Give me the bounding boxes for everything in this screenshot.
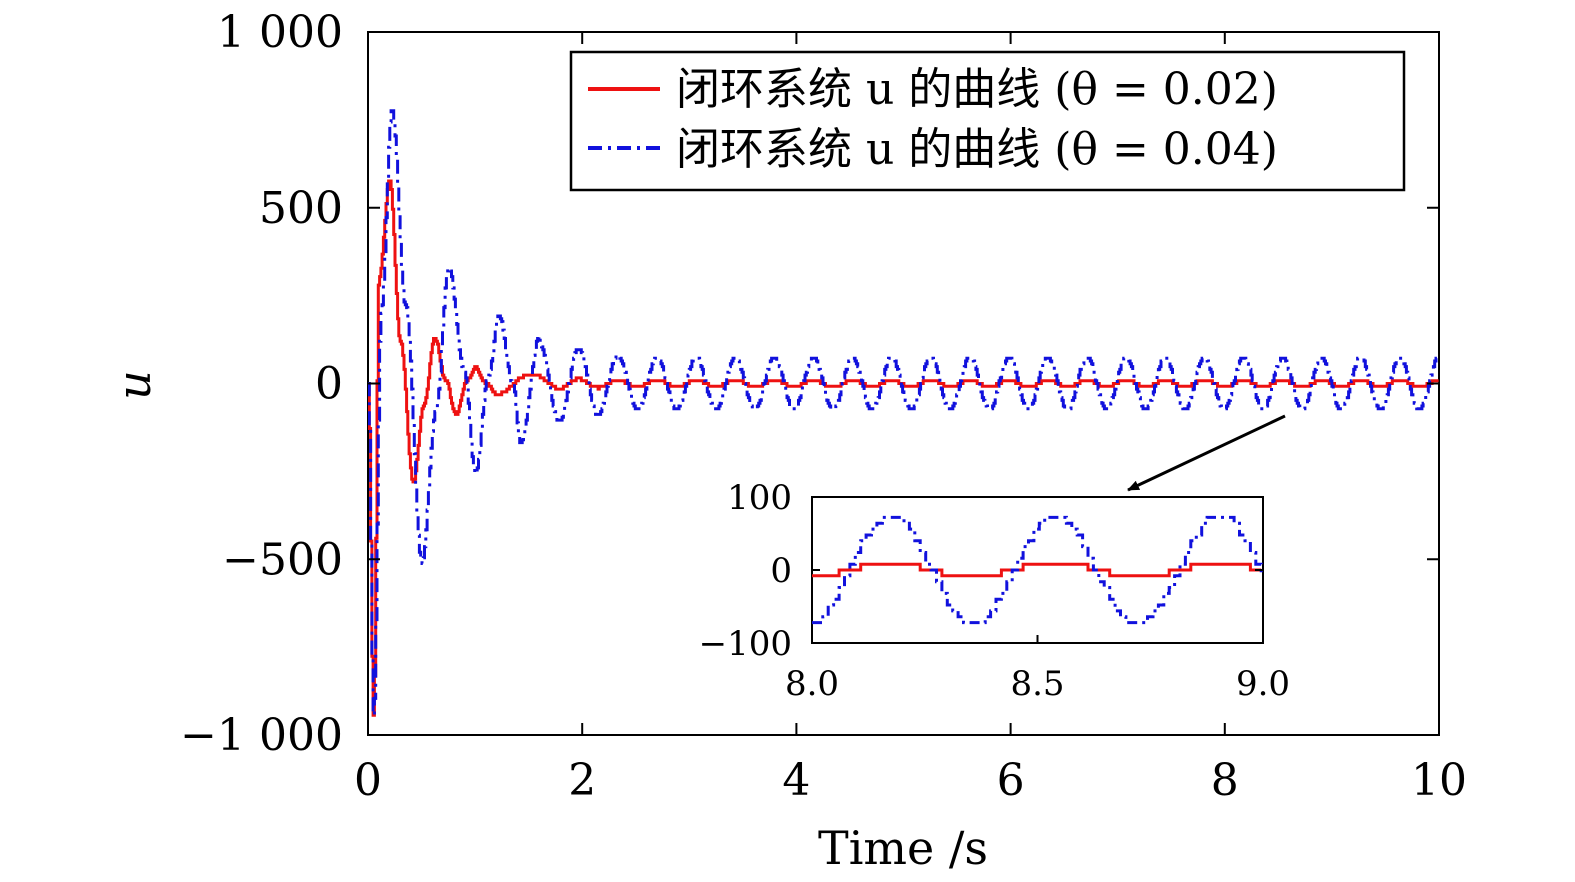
inset-x-tick-label: 9.0: [1236, 664, 1290, 704]
legend-box: [569, 50, 1406, 192]
inset-frame: [811, 496, 1264, 644]
x-axis-title: Time /s: [818, 821, 988, 875]
x-tick-label: 10: [1411, 755, 1467, 806]
inset-x-tick-label: 8.5: [1010, 664, 1064, 704]
x-tick-label: 4: [782, 755, 810, 806]
y-tick-label: 500: [259, 183, 343, 234]
y-axis-title: u: [107, 370, 161, 400]
x-tick-label: 0: [354, 755, 382, 806]
inset-y-tick-label: 0: [770, 551, 792, 591]
y-tick-label: 1 000: [217, 7, 343, 58]
x-tick-label: 8: [1211, 755, 1239, 806]
zoom-arrow: [1127, 414, 1286, 492]
legend-label-theta-004: 闭环系统 u 的曲线 (θ = 0.04): [676, 124, 1278, 175]
inset-y-tick-label: 100: [727, 478, 792, 518]
inset-series-line-1: [812, 515, 1263, 625]
series-line-0: [368, 179, 1439, 717]
inset-y-tick-label: −100: [699, 624, 792, 664]
y-tick-label: −500: [222, 534, 343, 585]
inset-plot: 8.0 8.5 9.0 −100 0 100: [699, 478, 1290, 704]
legend-label-theta-002: 闭环系统 u 的曲线 (θ = 0.02): [676, 64, 1278, 115]
y-tick-label: −1 000: [180, 710, 343, 761]
legend: 闭环系统 u 的曲线 (θ = 0.02) 闭环系统 u 的曲线 (θ = 0.…: [569, 50, 1406, 192]
series-line-1: [368, 109, 1439, 717]
x-tick-label: 2: [568, 755, 596, 806]
inset-x-tick-label: 8.0: [785, 664, 839, 704]
y-tick-label: 0: [315, 359, 343, 410]
x-tick-label: 6: [997, 755, 1025, 806]
inset-series-line-0: [812, 562, 1262, 578]
